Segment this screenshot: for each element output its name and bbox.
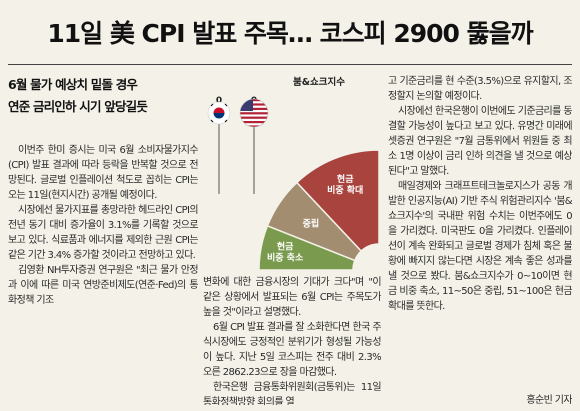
left-flag-value: 0 <box>216 96 222 106</box>
boom-shock-index-graphic: 붐&쇼크지수 0 0 <box>203 74 381 271</box>
south-korea-flag-icon <box>207 101 231 125</box>
headline: 11일 美 CPI 발표 주목… 코스피 2900 뚫을까 <box>47 19 533 48</box>
paragraph: 시장에선 한국은행이 이번에도 기준금리를 동결할 가능성이 높다고 보고 있다… <box>388 106 572 177</box>
paragraph: 이번주 한미 증시는 미국 6월 소비자물가지수(CPI) 발표 결과에 따라 … <box>8 145 198 201</box>
gauge-segment-label: 현금 비중 확대 <box>327 173 363 196</box>
byline: 홍순빈 기자 <box>526 395 572 406</box>
paragraph: 변화에 대한 금융시장의 기대가 크다"며 "이 같은 상황에서 발표되는 6월… <box>203 277 381 318</box>
gauge-chart: 붐&쇼크지수 0 0 <box>207 76 380 271</box>
paragraph: 김영환 NH투자증권 연구원은 "최근 물가 안정과 이에 따른 미국 연방준비… <box>8 265 198 306</box>
headline-rule <box>8 64 572 65</box>
paragraph: 시장에선 물가지표를 총망라한 헤드라인 CPI의 전년 동기 대비 증가율이 … <box>8 205 198 261</box>
paragraph: 한국은행 금융통화위원회(금통위)는 11일 통화정책방향 회의를 열 <box>203 382 381 405</box>
graphic-title: 붐&쇼크지수 <box>293 76 345 88</box>
subhead-line-2: 연준 금리인하 시기 앞당길듯 <box>8 99 148 114</box>
paragraph: 고 기준금리를 현 수준(3.5%)으로 유지할지, 조정할지 논의할 예정이다… <box>388 76 572 102</box>
gauge-segment-label: 현금 비중 축소 <box>267 241 304 264</box>
gauge-segment <box>295 149 380 253</box>
us-flag-icon <box>239 98 269 128</box>
paragraph: 6월 CPI 발표 결과를 잘 소화한다면 한국 주식시장에도 긍정적인 분위기… <box>203 322 381 378</box>
subheadline: 6월 물가 예상치 밑돌 경우 연준 금리인하 시기 앞당길듯 <box>8 74 198 118</box>
subhead-line-1: 6월 물가 예상치 밑돌 경우 <box>8 77 138 92</box>
gauge-segment-label: 중립 <box>303 218 320 230</box>
article-column-2: 변화에 대한 금융시장의 기대가 크다"며 "이 같은 상황에서 발표되는 6월… <box>203 275 381 405</box>
article-column-3: 고 기준금리를 현 수준(3.5%)으로 유지할지, 조정할지 논의할 예정이다… <box>388 74 572 394</box>
article-column-1: 이번주 한미 증시는 미국 6월 소비자물가지수(CPI) 발표 결과에 따라 … <box>8 143 198 405</box>
paragraph: 매일경제와 크래프트테크놀로지스가 공동 개발한 인공지능(AI) 기반 주식 … <box>388 181 572 312</box>
